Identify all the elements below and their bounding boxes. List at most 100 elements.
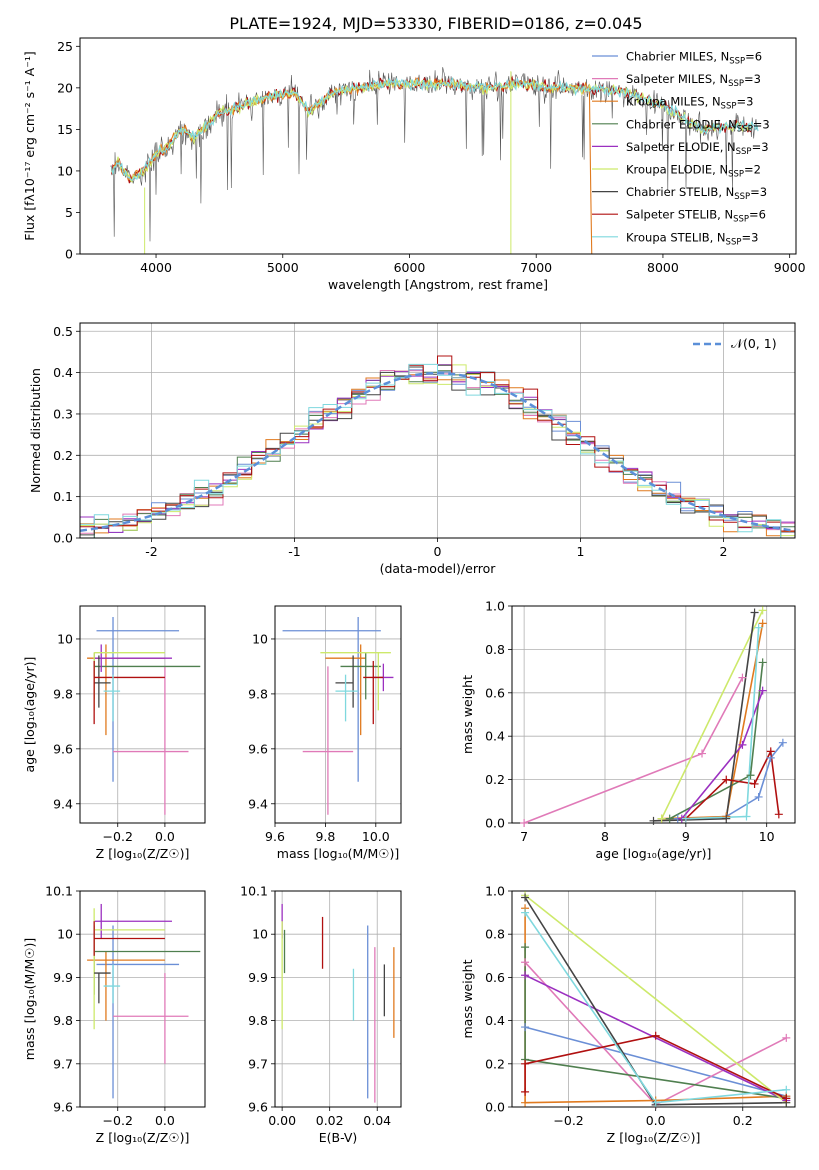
axes-frame bbox=[79, 322, 796, 539]
y-tick-label: 9.7 bbox=[53, 1056, 73, 1071]
panel-age_vs_mass: 9.6 9.8 10.0 9.4 9.6 9.8 10 mass [log₁₀(M/M☉)] bbox=[248, 605, 402, 861]
x-axis-label: Z [log₁₀(Z/Z☉)] bbox=[607, 1130, 701, 1145]
y-tick-label: 10 bbox=[252, 927, 268, 942]
weight-point-marker bbox=[758, 658, 767, 667]
y-tick-label: 10 bbox=[252, 631, 268, 646]
legend-label-sub: SSP bbox=[729, 57, 745, 67]
legend-label-sub: SSP bbox=[737, 124, 753, 134]
y-tick-label: 0.6 bbox=[485, 685, 505, 700]
weight-point-marker bbox=[520, 819, 529, 827]
y-tick-label: 9.6 bbox=[248, 741, 268, 756]
normal-curve bbox=[80, 371, 795, 533]
y-tick-label: 0.6 bbox=[485, 970, 505, 985]
weight-point-marker bbox=[750, 779, 759, 788]
y-tick-label: 0.0 bbox=[53, 531, 73, 546]
x-axis-label: E(B-V) bbox=[319, 1130, 358, 1145]
weight-point-marker bbox=[521, 1059, 530, 1068]
weight-point-marker bbox=[722, 814, 731, 823]
plot-area bbox=[275, 606, 401, 823]
y-tick-label: 0 bbox=[65, 247, 73, 262]
y-tick-label: 9.8 bbox=[248, 1013, 268, 1028]
y-tick-label: 10 bbox=[57, 927, 73, 942]
histogram-series bbox=[80, 363, 795, 538]
x-tick-label: 0.00 bbox=[268, 1113, 296, 1128]
y-tick-label: 9.8 bbox=[248, 686, 268, 701]
weight-point-marker bbox=[521, 1098, 530, 1107]
weight-point-marker bbox=[766, 747, 775, 756]
y-tick-label: 0.2 bbox=[53, 448, 73, 463]
weight-point-marker bbox=[665, 814, 674, 823]
y-tick-label: 0.0 bbox=[485, 816, 505, 831]
weight-point-marker bbox=[521, 908, 530, 917]
weight-point-marker bbox=[758, 619, 767, 628]
weight-point-marker bbox=[778, 738, 787, 747]
x-tick-label: 0.2 bbox=[733, 1113, 753, 1128]
weight-point-marker bbox=[722, 775, 731, 784]
y-tick-label: 0.8 bbox=[485, 927, 505, 942]
legend-label-suffix: =3 bbox=[752, 140, 769, 154]
y-tick-label: 10.1 bbox=[240, 884, 268, 899]
y-axis-label: mass weight bbox=[460, 959, 475, 1038]
weight-point-marker bbox=[649, 816, 658, 825]
y-tick-label: 9.6 bbox=[53, 741, 73, 756]
weight-point-marker bbox=[782, 1085, 791, 1094]
x-axis-label: age [log₁₀(age/yr)] bbox=[596, 846, 712, 861]
y-tick-label: 25 bbox=[57, 39, 73, 54]
x-axis-label: Z [log₁₀(Z/Z☉)] bbox=[96, 1130, 190, 1145]
y-tick-label: 0.4 bbox=[485, 729, 505, 744]
legend-label-suffix: =3 bbox=[750, 185, 767, 199]
y-axis-label: age [log₁₀(age/yr)] bbox=[22, 657, 37, 773]
weight-point-marker bbox=[651, 1098, 660, 1107]
legend-label-sub: SSP bbox=[721, 102, 737, 112]
weight-point-marker bbox=[758, 686, 767, 695]
axes-frame bbox=[274, 605, 402, 824]
y-tick-label: 9.6 bbox=[53, 1100, 73, 1115]
legend-label-sub: SSP bbox=[734, 192, 750, 202]
plot-area bbox=[512, 891, 795, 1107]
weight-point-marker bbox=[782, 1033, 791, 1042]
y-tick-label: 0.2 bbox=[485, 1056, 505, 1071]
weight-point-marker bbox=[521, 958, 530, 967]
legend-label: 𝒩(0, 1) bbox=[731, 336, 777, 351]
legend-label-suffix: =2 bbox=[744, 163, 761, 177]
weight-series-line bbox=[660, 609, 764, 820]
y-tick-label: 9.8 bbox=[53, 686, 73, 701]
legend-label-suffix: =3 bbox=[753, 117, 770, 131]
x-tick-label: 9000 bbox=[774, 260, 806, 275]
weight-point-marker bbox=[521, 971, 530, 980]
weight-series-line bbox=[523, 677, 744, 823]
plot-area bbox=[80, 606, 205, 823]
weight-point-marker bbox=[754, 623, 763, 632]
panel-age_vs_Z: −0.2 0.0 9.4 9.6 9.8 10 Z [log₁₀(Z/Z☉)] age [lo… bbox=[22, 605, 206, 861]
y-tick-label: 0.4 bbox=[53, 365, 73, 380]
weight-point-marker bbox=[782, 1094, 791, 1103]
y-tick-label: 9.4 bbox=[248, 796, 268, 811]
y-tick-label: 9.9 bbox=[248, 970, 268, 985]
weight-point-marker bbox=[521, 1087, 530, 1096]
plot-area bbox=[80, 891, 205, 1107]
legend-label-text: Kroupa ELODIE, N bbox=[626, 163, 728, 177]
y-tick-label: 0.0 bbox=[485, 1100, 505, 1115]
legend-label-suffix: =6 bbox=[749, 208, 766, 222]
weight-point-marker bbox=[738, 673, 747, 682]
y-tick-label: 0.5 bbox=[53, 324, 73, 339]
weight-point-marker bbox=[681, 814, 690, 823]
x-tick-label: 8 bbox=[601, 829, 609, 844]
legend-label-sub: SSP bbox=[728, 170, 744, 180]
x-tick-label: 8000 bbox=[647, 260, 679, 275]
legend-label: Kroupa STELIB, NSSP=3 bbox=[626, 230, 758, 247]
weight-point-marker bbox=[651, 1031, 660, 1040]
plot-area bbox=[110, 67, 759, 254]
weight-point-marker bbox=[521, 893, 530, 902]
weight-point-marker bbox=[738, 740, 747, 749]
legend-label-sub: SSP bbox=[728, 79, 744, 89]
axes-frame bbox=[511, 890, 796, 1108]
legend-label-sub: SSP bbox=[736, 147, 752, 157]
y-axis-label: mass [log₁₀(M/M☉)] bbox=[22, 938, 37, 1060]
panel-residuals: -2 -1 0 1 2 0.0 0.1 0.2 0.3 0.4 0.5 (data-model)/er… bbox=[28, 322, 796, 576]
weight-series-line bbox=[524, 1034, 787, 1100]
x-tick-label: 9.6 bbox=[265, 829, 285, 844]
weight-point-marker bbox=[521, 943, 530, 952]
spectrum-model-line bbox=[111, 76, 759, 182]
